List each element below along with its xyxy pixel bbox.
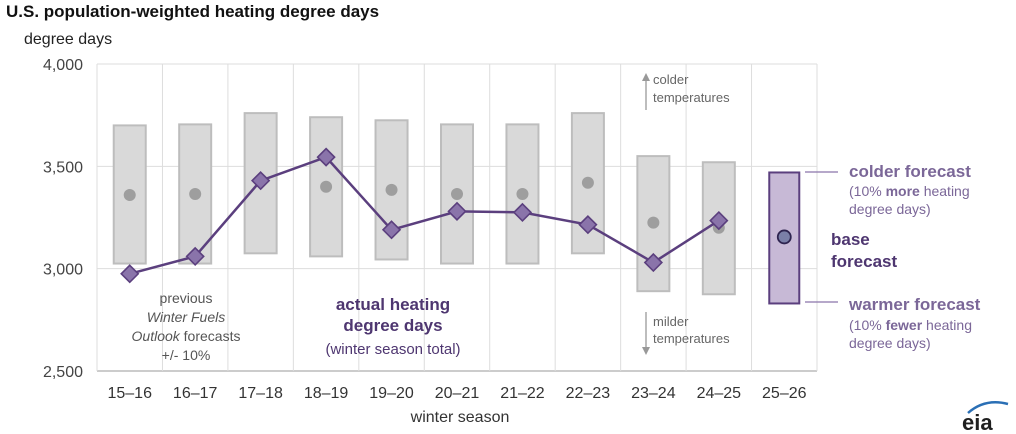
actual-point-marker bbox=[316, 147, 336, 167]
previous-line-4: +/- 10% bbox=[162, 347, 211, 363]
actual-sublabel: (winter season total) bbox=[325, 341, 460, 358]
previous-forecast-points bbox=[123, 176, 725, 234]
previous-forecast-point bbox=[320, 180, 333, 193]
actual-point-marker bbox=[578, 215, 598, 235]
y-tick-labels: 2,500 3,000 3,500 4,000 bbox=[43, 57, 83, 381]
x-tick-label: 21–22 bbox=[500, 385, 545, 402]
x-axis-label: winter season bbox=[410, 409, 510, 426]
actual-series bbox=[120, 147, 729, 284]
x-tick-label: 17–18 bbox=[238, 385, 283, 402]
actual-label-2: degree days bbox=[343, 316, 442, 335]
grid bbox=[96, 63, 818, 372]
previous-line-1: previous bbox=[160, 290, 213, 306]
actual-point-marker bbox=[185, 246, 205, 267]
colder-forecast-desc-1: (10% more heating bbox=[849, 183, 970, 199]
previous-line-2: Winter Fuels bbox=[147, 309, 225, 325]
actual-point-marker bbox=[447, 201, 467, 221]
chart-title: U.S. population-weighted heating degree … bbox=[6, 2, 379, 21]
x-tick-label: 16–17 bbox=[173, 385, 218, 402]
colder-label-2: temperatures bbox=[653, 90, 730, 105]
x-tick-label: 23–24 bbox=[631, 385, 676, 402]
y-axis-label: degree days bbox=[24, 31, 112, 48]
milder-label-2: temperatures bbox=[653, 331, 730, 346]
previous-forecast-point bbox=[581, 176, 594, 189]
previous-forecasts-note: previous Winter Fuels Outlook forecasts … bbox=[132, 290, 241, 363]
up-arrowhead-icon bbox=[642, 73, 650, 81]
colder-forecast-bold: more bbox=[886, 183, 920, 199]
eia-logo: eia bbox=[962, 401, 1009, 434]
base-forecast-label-2: forecast bbox=[831, 252, 897, 271]
warmer-forecast-bold: fewer bbox=[886, 317, 923, 333]
milder-label-1: milder bbox=[653, 314, 689, 329]
actual-point-marker bbox=[251, 171, 271, 191]
warmer-forecast-title: warmer forecast bbox=[848, 295, 981, 314]
x-tick-label: 20–21 bbox=[435, 385, 480, 402]
actual-point-marker bbox=[120, 264, 140, 284]
x-tick-label: 22–23 bbox=[566, 385, 611, 402]
previous-forecast-point bbox=[385, 183, 398, 196]
y-tick-label: 3,000 bbox=[43, 262, 83, 279]
x-tick-labels: 15–16 16–17 17–18 18–19 19–20 20–21 21–22 22–23… bbox=[107, 385, 806, 402]
previous-forecast-point bbox=[189, 187, 202, 200]
actual-point-marker bbox=[643, 252, 663, 273]
current-forecast-range bbox=[768, 171, 801, 305]
current-forecast-range-bar bbox=[768, 171, 801, 305]
colder-label-1: colder bbox=[653, 72, 689, 87]
actual-point-marker bbox=[381, 220, 402, 240]
milder-temperatures-annotation: milder temperatures bbox=[642, 312, 730, 355]
previous-line-3: Outlook forecasts bbox=[132, 328, 241, 344]
previous-forecast-point bbox=[123, 188, 136, 201]
logo-text: eia bbox=[962, 410, 993, 434]
previous-forecast-point bbox=[647, 216, 660, 229]
actual-series-line bbox=[129, 155, 720, 275]
x-tick-label: 24–25 bbox=[697, 385, 742, 402]
actual-point-marker bbox=[512, 202, 533, 223]
colder-temperatures-annotation: colder temperatures bbox=[642, 72, 730, 110]
y-tick-label: 3,500 bbox=[43, 159, 83, 176]
forecast-legend: colder forecast (10% more heating degree… bbox=[805, 162, 981, 351]
x-tick-label: 25–26 bbox=[762, 385, 807, 402]
actual-series-label: actual heating degree days (winter seaso… bbox=[325, 295, 460, 358]
y-tick-label: 2,500 bbox=[43, 364, 83, 381]
base-forecast-label-1: base bbox=[831, 230, 870, 249]
warmer-forecast-desc-1: (10% fewer heating bbox=[849, 317, 972, 333]
actual-label-1: actual heating bbox=[336, 295, 450, 314]
y-tick-label: 4,000 bbox=[43, 57, 83, 74]
actual-point-marker bbox=[709, 210, 729, 231]
colder-forecast-post: heating bbox=[920, 183, 970, 199]
previous-forecast-point bbox=[451, 187, 463, 200]
base-forecast-point bbox=[776, 229, 792, 245]
warmer-forecast-pre: (10% bbox=[849, 317, 886, 333]
down-arrowhead-icon bbox=[642, 347, 650, 355]
colder-forecast-desc-2: degree days) bbox=[849, 201, 931, 217]
x-tick-label: 15–16 bbox=[107, 385, 152, 402]
warmer-forecast-post: heating bbox=[922, 317, 972, 333]
x-tick-label: 18–19 bbox=[304, 385, 349, 402]
colder-forecast-pre: (10% bbox=[849, 183, 886, 199]
previous-forecast-point bbox=[516, 187, 529, 200]
warmer-forecast-desc-2: degree days) bbox=[849, 335, 931, 351]
colder-forecast-title: colder forecast bbox=[849, 162, 971, 181]
logo-swoosh-icon bbox=[967, 401, 1009, 414]
x-tick-label: 19–20 bbox=[369, 385, 414, 402]
